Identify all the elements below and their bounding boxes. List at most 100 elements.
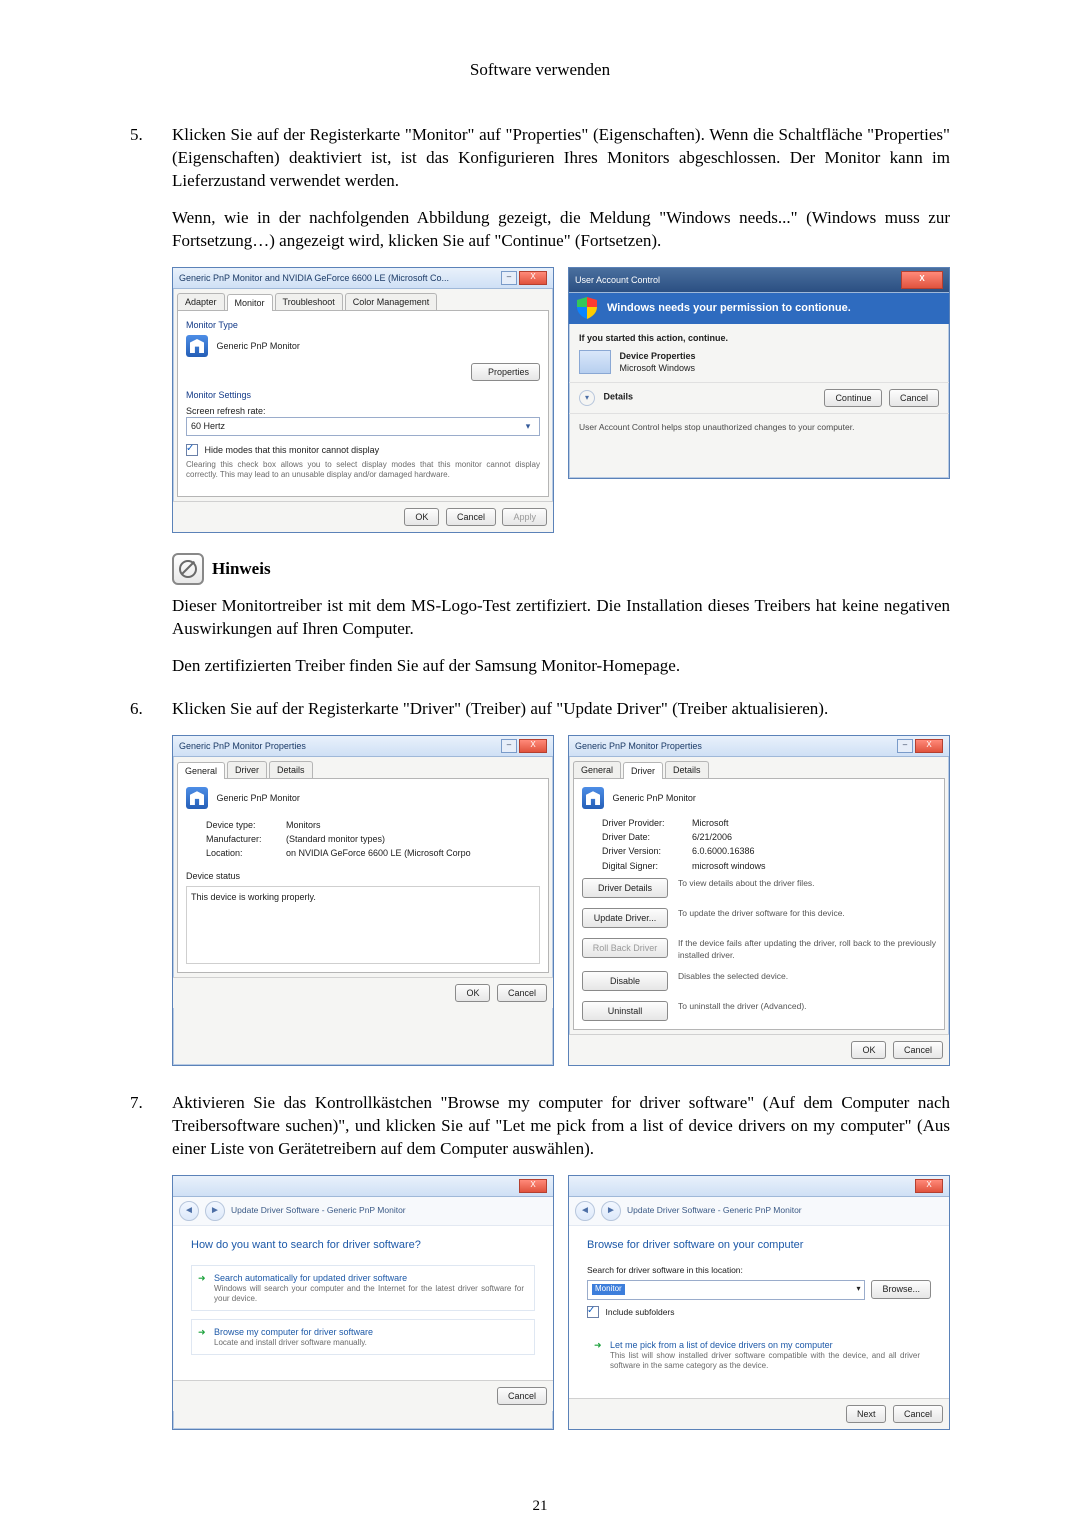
ok-button[interactable]: OK	[404, 508, 439, 526]
close-icon[interactable]: X	[901, 271, 943, 289]
page-number: 21	[0, 1498, 1080, 1515]
breadcrumb: ◄ ► Update Driver Software - Generic PnP…	[173, 1197, 553, 1226]
update-driver-button[interactable]: Update Driver...	[582, 908, 668, 928]
uac-footer-note: User Account Control helps stop unauthor…	[569, 414, 949, 441]
back-icon[interactable]: ◄	[575, 1201, 595, 1221]
tab-color-management[interactable]: Color Management	[345, 293, 438, 310]
cancel-button[interactable]: Cancel	[889, 389, 939, 407]
option-description: Locate and install driver software manua…	[214, 1338, 524, 1348]
disable-button[interactable]: Disable	[582, 971, 668, 991]
tab-details[interactable]: Details	[665, 761, 709, 778]
close-icon[interactable]: X	[519, 271, 547, 285]
hide-modes-checkbox[interactable]	[186, 444, 198, 456]
tab-driver[interactable]: Driver	[623, 762, 663, 779]
option-search-auto[interactable]: ➜ Search automatically for updated drive…	[191, 1265, 535, 1311]
path-input[interactable]: Monitor ▾	[587, 1280, 865, 1300]
wizard-body: How do you want to search for driver sof…	[173, 1226, 553, 1380]
document-page: Software verwenden 5. Klicken Sie auf de…	[0, 0, 1080, 1527]
step-6-paragraph: Klicken Sie auf der Registerkarte "Drive…	[172, 698, 950, 721]
kv-key: Device type:	[206, 819, 286, 831]
chevron-down-icon[interactable]: ▾	[856, 1284, 860, 1295]
close-icon[interactable]: X	[519, 1179, 547, 1193]
back-icon[interactable]: ◄	[179, 1201, 199, 1221]
tab-adapter[interactable]: Adapter	[177, 293, 225, 310]
window-buttons: X	[519, 1179, 547, 1193]
kv-key: Digital Signer:	[602, 860, 692, 872]
cancel-button[interactable]: Cancel	[497, 1387, 547, 1405]
cancel-button[interactable]: Cancel	[893, 1405, 943, 1423]
option-let-me-pick[interactable]: ➜ Let me pick from a list of device driv…	[587, 1332, 931, 1378]
option-title: Search automatically for updated driver …	[214, 1272, 524, 1284]
uac-publisher: Microsoft Windows	[620, 362, 696, 374]
next-button[interactable]: Next	[846, 1405, 887, 1423]
device-status-text: This device is working properly.	[191, 892, 316, 902]
forward-icon[interactable]: ►	[601, 1201, 621, 1221]
step-5-screenshots: Generic PnP Monitor and NVIDIA GeForce 6…	[172, 267, 950, 534]
breadcrumb-text: Update Driver Software - Generic PnP Mon…	[231, 1205, 406, 1216]
group-title: Monitor Settings	[186, 389, 540, 401]
window-buttons: – X	[897, 739, 943, 753]
minimize-icon[interactable]: –	[897, 739, 913, 753]
close-icon[interactable]: X	[519, 739, 547, 753]
kv-val: 6.0.6000.16386	[692, 845, 936, 857]
apply-button[interactable]: Apply	[502, 508, 547, 526]
dialog-titlebar: User Account Control X	[569, 268, 949, 293]
forward-icon[interactable]: ►	[205, 1201, 225, 1221]
uninstall-button[interactable]: Uninstall	[582, 1001, 668, 1021]
cancel-button[interactable]: Cancel	[497, 984, 547, 1002]
wizard-heading: Browse for driver software on your compu…	[587, 1238, 931, 1253]
tab-monitor[interactable]: Monitor	[227, 294, 273, 311]
uac-app-name: Device Properties	[620, 350, 696, 362]
monitor-name: Generic PnP Monitor	[613, 793, 696, 803]
cancel-button[interactable]: Cancel	[893, 1041, 943, 1059]
chevron-down-icon[interactable]: ▾	[579, 390, 595, 406]
tab-body: Monitor Type Generic PnP Monitor Propert…	[177, 310, 549, 497]
tab-general[interactable]: General	[177, 762, 225, 779]
minimize-icon[interactable]: –	[501, 271, 517, 285]
ok-button[interactable]: OK	[851, 1041, 886, 1059]
monitor-name: Generic PnP Monitor	[217, 793, 300, 803]
close-icon[interactable]: X	[915, 1179, 943, 1193]
window-buttons: – X	[501, 271, 547, 285]
tab-driver[interactable]: Driver	[227, 761, 267, 778]
monitor-icon	[582, 787, 604, 809]
note-paragraph-1: Dieser Monitortreiber ist mit dem MS-Log…	[172, 595, 950, 641]
tabs: General Driver Details	[173, 757, 553, 778]
kv-val: on NVIDIA GeForce 6600 LE (Microsoft Cor…	[286, 847, 540, 859]
refresh-rate-select[interactable]: 60 Hertz ▾	[186, 417, 540, 435]
tab-troubleshoot[interactable]: Troubleshoot	[275, 293, 343, 310]
step-6-screenshots: Generic PnP Monitor Properties – X Gener…	[172, 735, 950, 1066]
uac-headline-band: Windows needs your permission to contion…	[569, 293, 949, 324]
device-info-grid: Device type: Monitors Manufacturer: (Sta…	[206, 819, 540, 859]
kv-val: (Standard monitor types)	[286, 833, 540, 845]
option-browse-computer[interactable]: ➜ Browse my computer for driver software…	[191, 1319, 535, 1355]
note-icon-glyph	[179, 560, 197, 578]
close-icon[interactable]: X	[915, 739, 943, 753]
window-buttons: X	[901, 271, 943, 289]
kv-key: Driver Date:	[602, 831, 692, 843]
step-6: 6. Klicken Sie auf der Registerkarte "Dr…	[130, 698, 950, 1086]
properties-button[interactable]: Properties	[471, 363, 540, 381]
browse-button[interactable]: Browse...	[871, 1280, 931, 1298]
breadcrumb: ◄ ► Update Driver Software - Generic PnP…	[569, 1197, 949, 1226]
continue-button[interactable]: Continue	[824, 389, 882, 407]
kv-key: Manufacturer:	[206, 833, 286, 845]
uac-started-text: If you started this action, continue.	[579, 332, 939, 344]
tab-general[interactable]: General	[573, 761, 621, 778]
monitor-name: Generic PnP Monitor	[217, 341, 300, 351]
driver-details-desc: To view details about the driver files.	[678, 878, 936, 889]
driver-details-button[interactable]: Driver Details	[582, 878, 668, 898]
step-5-paragraph-2: Wenn, wie in der nachfolgenden Abbildung…	[172, 207, 950, 253]
minimize-icon[interactable]: –	[501, 739, 517, 753]
details-label[interactable]: Details	[604, 392, 634, 402]
step-5: 5. Klicken Sie auf der Registerkarte "Mo…	[130, 124, 950, 692]
tabs: Adapter Monitor Troubleshoot Color Manag…	[173, 289, 553, 310]
ok-button[interactable]: OK	[455, 984, 490, 1002]
step-7: 7. Aktivieren Sie das Kontrollkästchen "…	[130, 1092, 950, 1450]
program-icon	[579, 350, 611, 374]
include-subfolders-checkbox[interactable]	[587, 1306, 599, 1318]
cancel-button[interactable]: Cancel	[446, 508, 496, 526]
tabs: General Driver Details	[569, 757, 949, 778]
tab-details[interactable]: Details	[269, 761, 313, 778]
rollback-driver-button[interactable]: Roll Back Driver	[582, 938, 668, 958]
